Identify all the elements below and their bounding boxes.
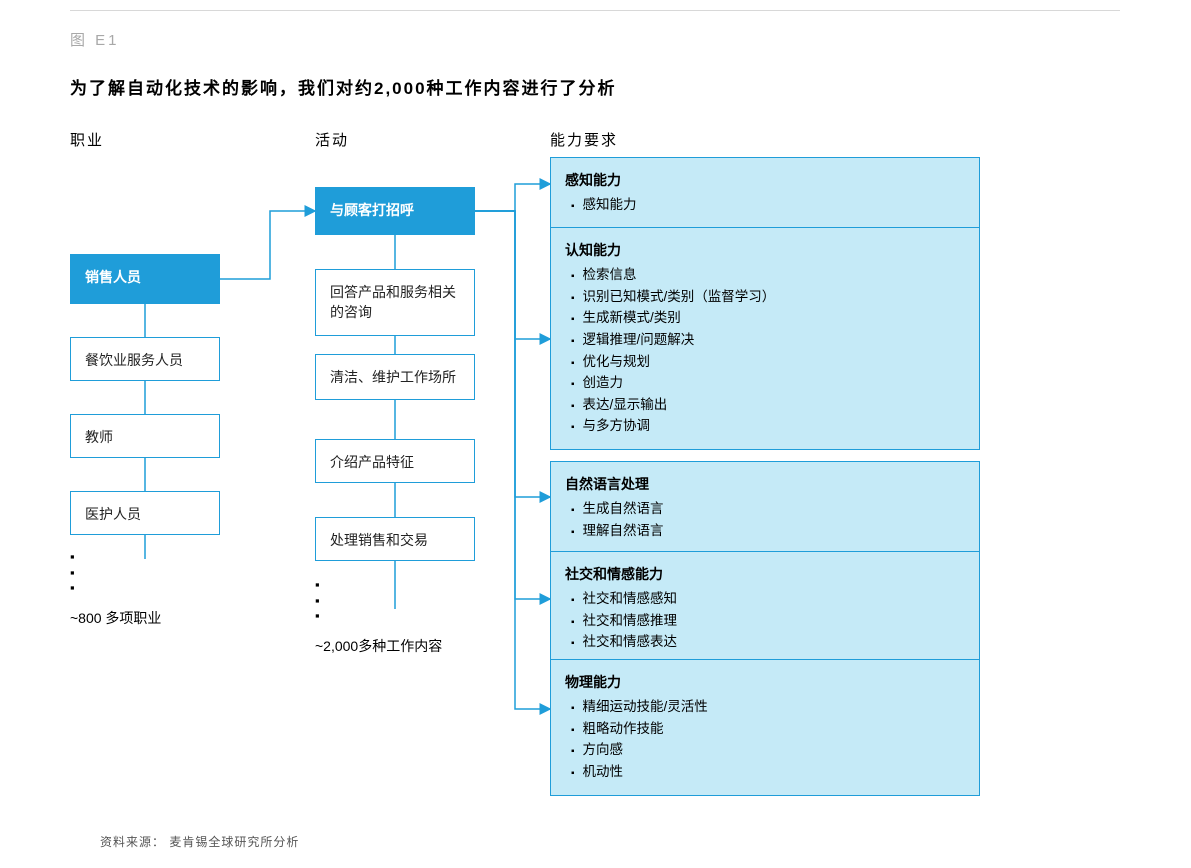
top-rule — [70, 10, 1120, 11]
capability-group: 物理能力 精细运动技能/灵活性 粗略动作技能 方向感 机动性 — [550, 659, 980, 796]
activities-footer: ~2,000多种工作内容 — [315, 637, 485, 657]
activity-item: 处理销售和交易 — [315, 517, 475, 561]
capability-item: 社交和情感感知 — [571, 588, 965, 610]
capability-item: 社交和情感表达 — [571, 631, 965, 653]
capability-group: 感知能力 感知能力 — [550, 157, 980, 229]
capability-item: 创造力 — [571, 372, 965, 394]
capability-item: 识别已知模式/类别（监督学习） — [571, 286, 965, 308]
capability-title: 认知能力 — [565, 240, 965, 260]
capability-item: 优化与规划 — [571, 351, 965, 373]
capability-title: 自然语言处理 — [565, 474, 965, 494]
capability-item: 与多方协调 — [571, 415, 965, 437]
activity-item: 回答产品和服务相关的咨询 — [315, 269, 475, 336]
diagram-area: 职业 活动 能力要求 销售人员 餐饮业服务人员 教师 医护人员 ▪▪▪ ~800… — [70, 129, 1120, 769]
activity-primary: 与顾客打招呼 — [315, 187, 475, 235]
source-line: 资料来源： 麦肯锡全球研究所分析 — [100, 833, 299, 850]
capability-list: 社交和情感感知 社交和情感推理 社交和情感表达 — [565, 588, 965, 653]
activity-item: 清洁、维护工作场所 — [315, 354, 475, 400]
capability-item: 社交和情感推理 — [571, 610, 965, 632]
capability-item: 粗略动作技能 — [571, 718, 965, 740]
occupation-primary: 销售人员 — [70, 254, 220, 304]
occupation-item: 医护人员 — [70, 491, 220, 535]
ellipsis-dots: ▪▪▪ — [315, 577, 320, 624]
col-header-capability: 能力要求 — [550, 129, 618, 150]
capability-item: 逻辑推理/问题解决 — [571, 329, 965, 351]
capability-group: 自然语言处理 生成自然语言 理解自然语言 — [550, 461, 980, 554]
capability-list: 精细运动技能/灵活性 粗略动作技能 方向感 机动性 — [565, 696, 965, 782]
capability-item: 方向感 — [571, 739, 965, 761]
capability-list: 生成自然语言 理解自然语言 — [565, 498, 965, 541]
capability-title: 物理能力 — [565, 672, 965, 692]
ellipsis-dots: ▪▪▪ — [70, 549, 75, 596]
figure-label: 图 E1 — [70, 29, 1120, 50]
figure-title: 为了解自动化技术的影响，我们对约2,000种工作内容进行了分析 — [70, 74, 1120, 99]
occupation-item: 教师 — [70, 414, 220, 458]
figure-content: 图 E1 为了解自动化技术的影响，我们对约2,000种工作内容进行了分析 职业 … — [70, 10, 1120, 769]
capability-list: 感知能力 — [565, 194, 965, 216]
source-text: 麦肯锡全球研究所分析 — [169, 835, 299, 849]
capability-item: 生成新模式/类别 — [571, 307, 965, 329]
capability-item: 表达/显示输出 — [571, 394, 965, 416]
col-header-activity: 活动 — [315, 129, 349, 150]
capability-item: 感知能力 — [571, 194, 965, 216]
occupation-item: 餐饮业服务人员 — [70, 337, 220, 381]
capability-item: 机动性 — [571, 761, 965, 783]
capability-item: 检索信息 — [571, 264, 965, 286]
capability-list: 检索信息 识别已知模式/类别（监督学习） 生成新模式/类别 逻辑推理/问题解决 … — [565, 264, 965, 437]
capability-title: 社交和情感能力 — [565, 564, 965, 584]
capability-item: 理解自然语言 — [571, 520, 965, 542]
occupations-footer: ~800 多项职业 — [70, 609, 240, 629]
source-label: 资料来源： — [100, 835, 165, 849]
capability-group: 社交和情感能力 社交和情感感知 社交和情感推理 社交和情感表达 — [550, 551, 980, 666]
capability-title: 感知能力 — [565, 170, 965, 190]
col-header-occupation: 职业 — [70, 129, 104, 150]
capability-group: 认知能力 检索信息 识别已知模式/类别（监督学习） 生成新模式/类别 逻辑推理/… — [550, 227, 980, 450]
activity-item: 介绍产品特征 — [315, 439, 475, 483]
capability-item: 生成自然语言 — [571, 498, 965, 520]
capability-item: 精细运动技能/灵活性 — [571, 696, 965, 718]
